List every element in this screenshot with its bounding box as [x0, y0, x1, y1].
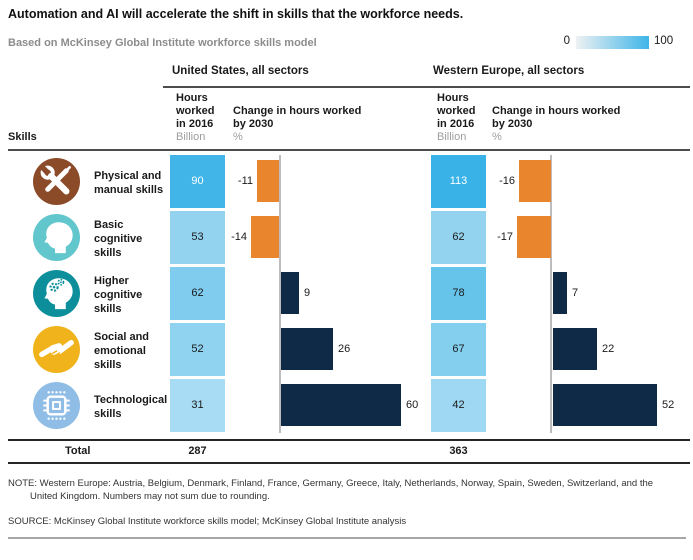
head-gears-icon [33, 270, 80, 317]
us-change-value: -14 [231, 231, 247, 243]
we-hours-cell: 113 [431, 155, 486, 208]
we-change-header: Change in hours worked by 2030 [492, 105, 621, 130]
us-change-header: Change in hours worked by 2030 [233, 105, 362, 130]
us-change-bar [281, 328, 333, 370]
head-icon [33, 214, 80, 261]
us-hours-unit: Billion [176, 131, 206, 143]
page-title: Automation and AI will accelerate the sh… [8, 7, 464, 21]
skill-row-label-text: Basic cognitive skills [94, 219, 143, 259]
handshake-icon [33, 326, 80, 373]
skill-row-label: Higher cognitive skills [94, 267, 170, 323]
page-subtitle: Based on McKinsey Global Institute workf… [8, 37, 317, 49]
us-change-bar [257, 160, 279, 202]
skill-row-label: Physical and manual skills [94, 155, 170, 211]
source-line: SOURCE: McKinsey Global Institute workfo… [8, 516, 407, 527]
footer-rule [8, 537, 686, 539]
we-change-bar [517, 216, 551, 258]
skill-row-label-text: Physical and manual skills [94, 170, 164, 196]
header-separator-rule [8, 149, 690, 151]
we-change-value: -16 [499, 175, 515, 187]
we-hours-cell: 42 [431, 379, 486, 432]
total-row-label: Total [65, 445, 91, 457]
skill-row-label-text: Technological skills [94, 394, 168, 420]
we-change-bar [519, 160, 551, 202]
skill-row-label-text: Social and emotional skills [94, 331, 150, 371]
we-change-bar [553, 384, 657, 426]
us-change-unit: % [233, 131, 243, 143]
us-hours-cell: 53 [170, 211, 225, 264]
we-change-unit: % [492, 131, 502, 143]
legend-max-label: 100 [654, 35, 674, 47]
note-line-1: NOTE: Western Europe: Austria, Belgium, … [8, 478, 654, 489]
us-change-bar [251, 216, 279, 258]
we-change-value: 7 [572, 287, 579, 299]
total-top-rule [8, 439, 690, 441]
panel-title-rule [163, 86, 690, 88]
us-hours-cell: 62 [170, 267, 225, 320]
panel-title-we: Western Europe, all sectors [433, 65, 585, 77]
we-change-bar [553, 272, 567, 314]
tools-icon [33, 158, 80, 205]
us-hours-header: Hours worked in 2016 [176, 92, 215, 130]
legend-gradient-bar [576, 36, 649, 49]
total-bottom-rule [8, 462, 690, 464]
us-total-value: 287 [188, 445, 207, 457]
legend-min-label: 0 [563, 35, 570, 47]
us-hours-cell: 90 [170, 155, 225, 208]
note-line-2: United Kingdom. Numbers may not sum due … [30, 491, 270, 502]
we-hours-cell: 67 [431, 323, 486, 376]
us-change-value: 60 [406, 399, 419, 411]
skill-row-label: Technological skills [94, 379, 170, 435]
we-change-bar [553, 328, 597, 370]
us-change-value: 9 [304, 287, 311, 299]
we-hours-header: Hours worked in 2016 [437, 92, 476, 130]
us-hours-cell: 52 [170, 323, 225, 376]
us-change-bar [281, 272, 299, 314]
we-change-value: -17 [497, 231, 513, 243]
us-change-value: 26 [338, 343, 351, 355]
skill-row-label: Basic cognitive skills [94, 211, 170, 267]
we-zero-axis-line [550, 155, 552, 433]
us-zero-axis-line [279, 155, 281, 433]
skill-row-label: Social and emotional skills [94, 323, 170, 379]
chip-icon [33, 382, 80, 429]
skills-column-label: Skills [8, 131, 37, 143]
us-hours-cell: 31 [170, 379, 225, 432]
we-hours-unit: Billion [437, 131, 467, 143]
us-change-bar [281, 384, 401, 426]
we-change-value: 52 [662, 399, 675, 411]
we-change-value: 22 [602, 343, 615, 355]
we-hours-cell: 62 [431, 211, 486, 264]
we-hours-cell: 78 [431, 267, 486, 320]
panel-title-us: United States, all sectors [172, 65, 309, 77]
us-change-value: -11 [237, 175, 253, 187]
skill-row-label-text: Higher cognitive skills [94, 275, 143, 315]
we-total-value: 363 [449, 445, 468, 457]
